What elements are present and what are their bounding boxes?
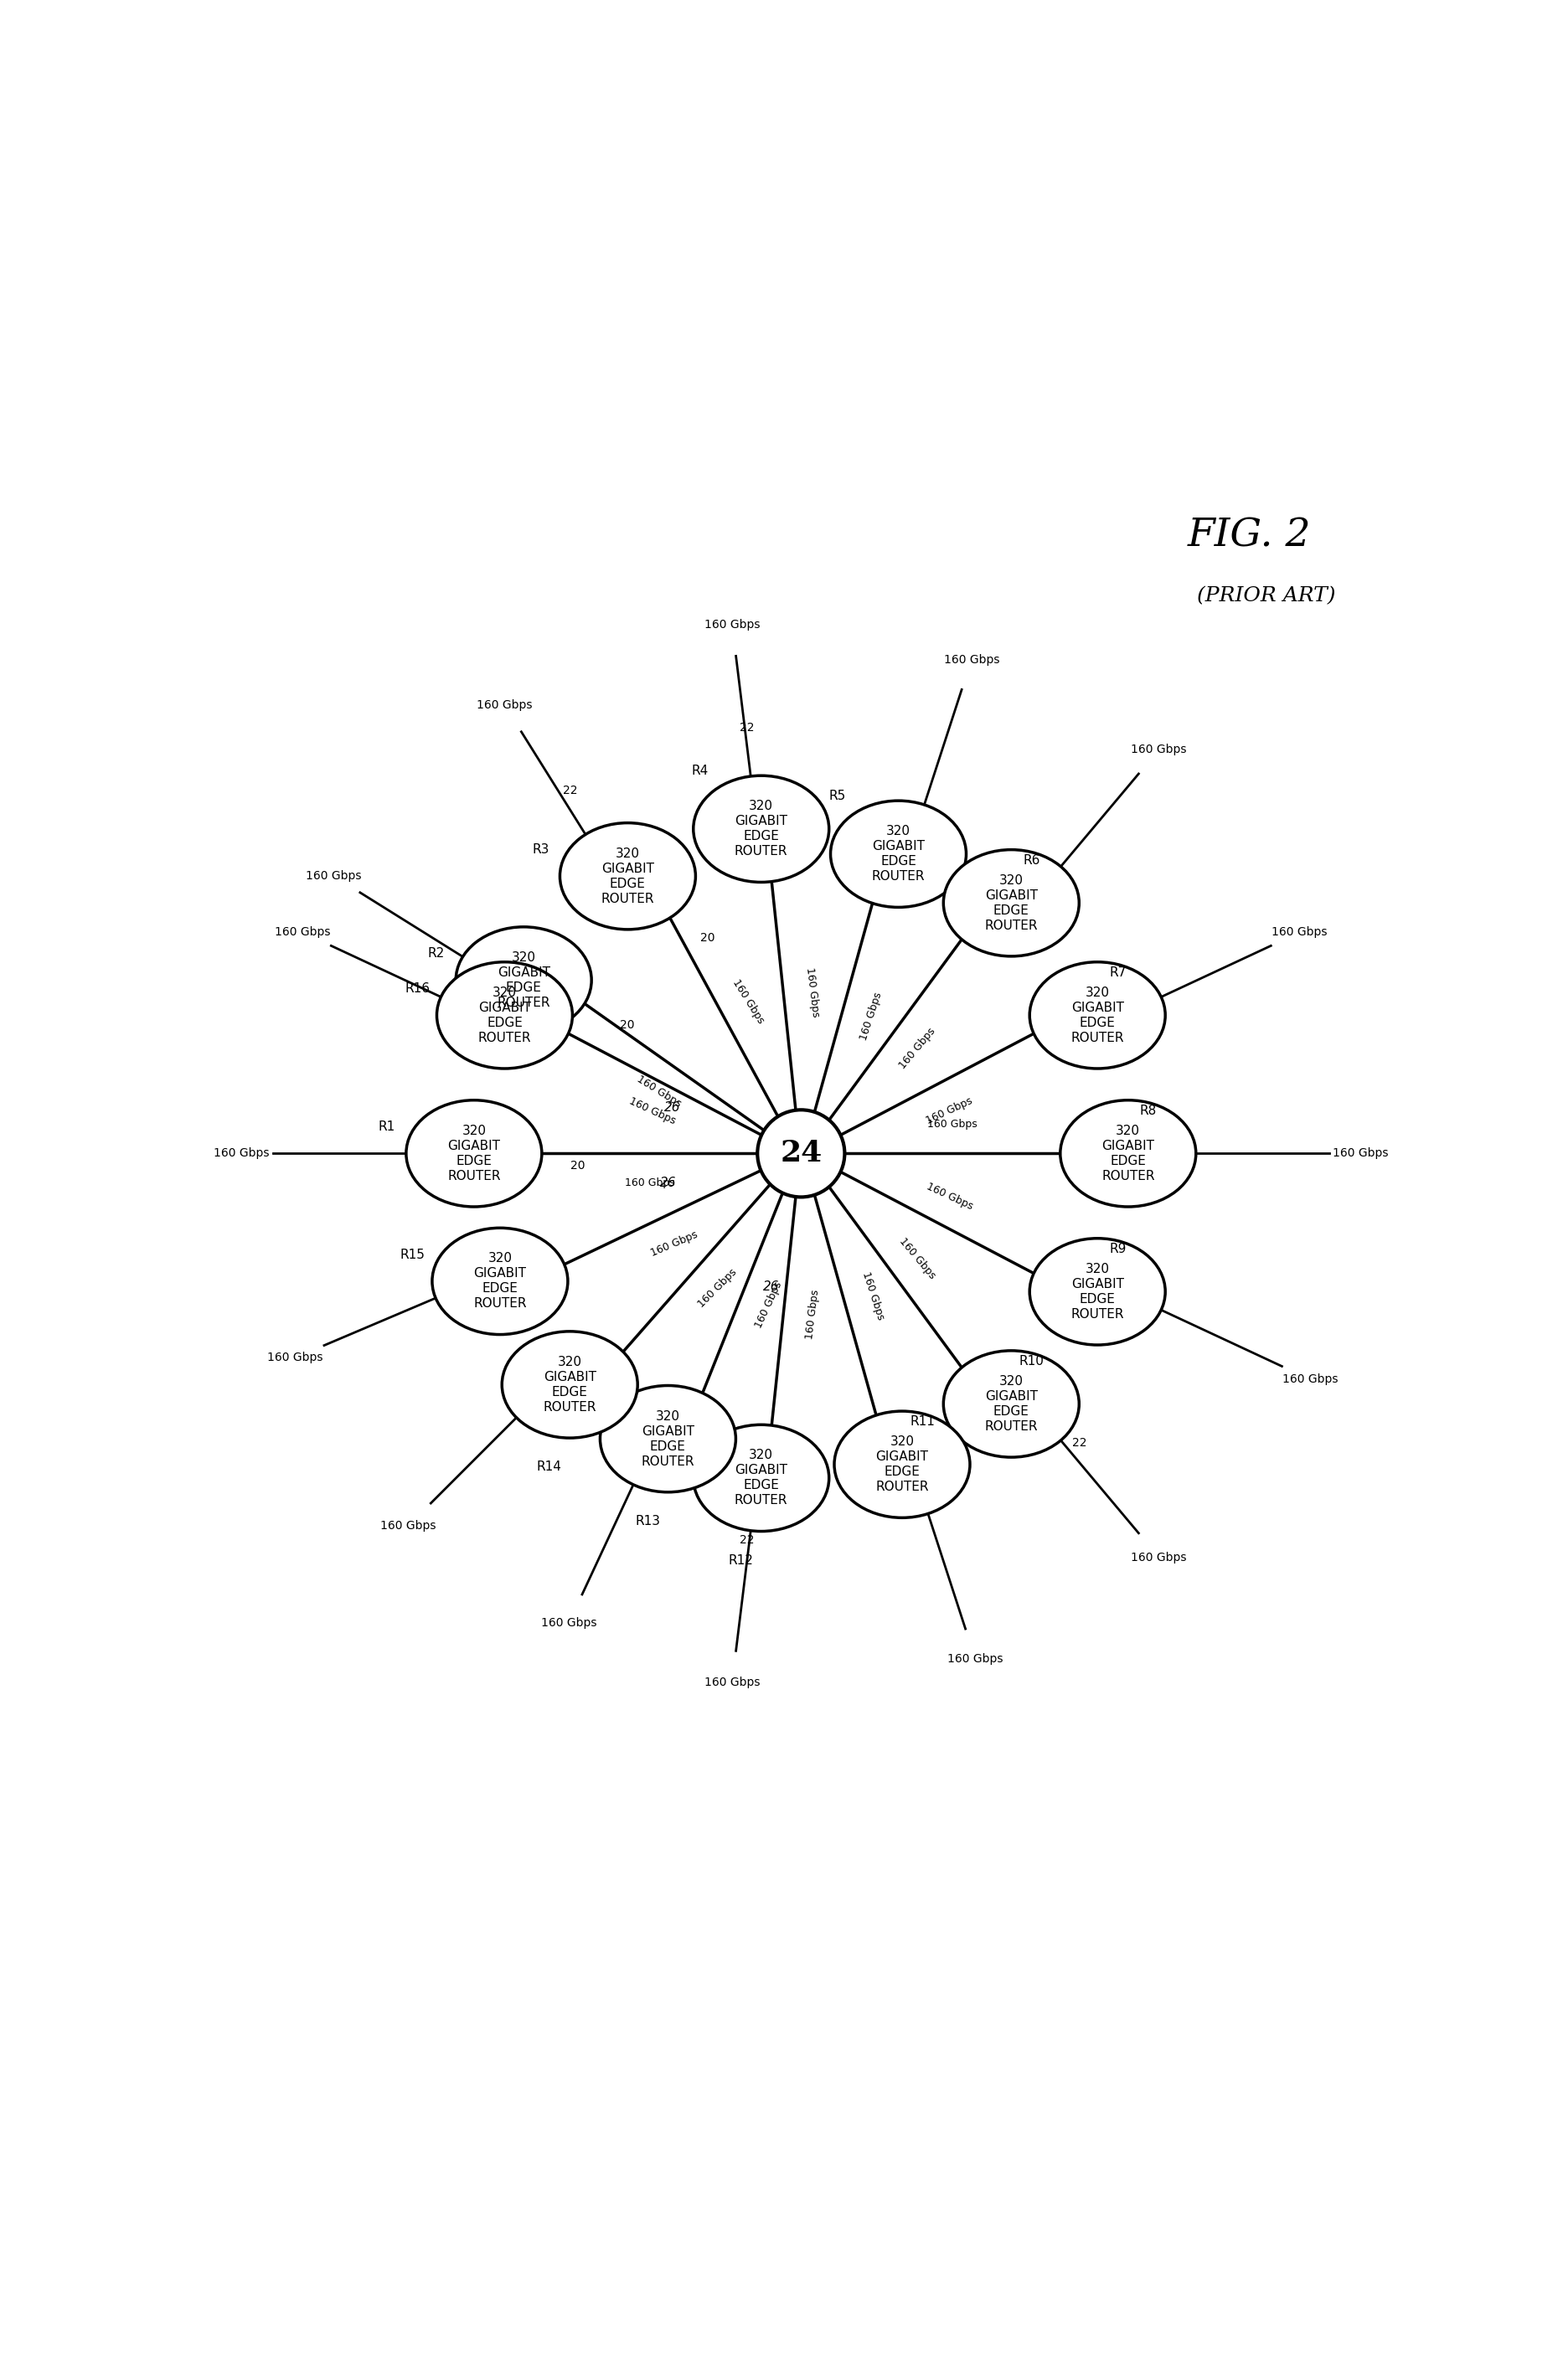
Text: R2: R2 (428, 947, 445, 959)
Text: 160 Gbps: 160 Gbps (1333, 1147, 1388, 1159)
Text: 22: 22 (563, 785, 577, 797)
Text: 320
GIGABIT
EDGE
ROUTER: 320 GIGABIT EDGE ROUTER (1102, 1126, 1155, 1183)
Text: 320
GIGABIT
EDGE
ROUTER: 320 GIGABIT EDGE ROUTER (735, 1449, 788, 1507)
Text: 320
GIGABIT
EDGE
ROUTER: 320 GIGABIT EDGE ROUTER (478, 985, 531, 1045)
Text: R9: R9 (1110, 1242, 1127, 1254)
Ellipse shape (944, 850, 1078, 957)
Text: 320
GIGABIT
EDGE
ROUTER: 320 GIGABIT EDGE ROUTER (1071, 1264, 1124, 1321)
Text: 22: 22 (1072, 1438, 1086, 1449)
Text: 320
GIGABIT
EDGE
ROUTER: 320 GIGABIT EDGE ROUTER (602, 847, 655, 904)
Text: R13: R13 (635, 1516, 660, 1528)
Text: R16: R16 (405, 983, 430, 995)
Text: R14: R14 (538, 1461, 563, 1473)
Text: 160 Gbps: 160 Gbps (753, 1280, 785, 1330)
Ellipse shape (1060, 1100, 1196, 1207)
Text: 22: 22 (739, 721, 755, 733)
Text: 320
GIGABIT
EDGE
ROUTER: 320 GIGABIT EDGE ROUTER (875, 1435, 928, 1492)
Text: R5: R5 (828, 790, 846, 802)
Text: 26: 26 (763, 1280, 780, 1292)
Text: R6: R6 (1024, 854, 1039, 866)
Text: R3: R3 (531, 843, 549, 857)
Text: 20: 20 (621, 1019, 635, 1031)
Text: 320
GIGABIT
EDGE
ROUTER: 320 GIGABIT EDGE ROUTER (474, 1252, 527, 1309)
Text: 320
GIGABIT
EDGE
ROUTER: 320 GIGABIT EDGE ROUTER (985, 1376, 1038, 1433)
Ellipse shape (758, 1109, 844, 1197)
Text: 160 Gbps: 160 Gbps (541, 1616, 597, 1628)
Text: R8: R8 (1139, 1104, 1157, 1116)
Text: 160 Gbps: 160 Gbps (858, 990, 885, 1042)
Text: 160 Gbps: 160 Gbps (947, 1654, 1003, 1664)
Text: 160 Gbps: 160 Gbps (705, 619, 760, 631)
Text: 26: 26 (660, 1176, 675, 1188)
Text: 160 Gbps: 160 Gbps (803, 966, 821, 1019)
Text: 320
GIGABIT
EDGE
ROUTER: 320 GIGABIT EDGE ROUTER (872, 826, 925, 883)
Text: 320
GIGABIT
EDGE
ROUTER: 320 GIGABIT EDGE ROUTER (985, 873, 1038, 933)
Ellipse shape (406, 1100, 542, 1207)
Text: R10: R10 (1019, 1354, 1044, 1368)
Text: 160 Gbps: 160 Gbps (1132, 745, 1186, 754)
Text: 160 Gbps: 160 Gbps (696, 1266, 739, 1309)
Text: 160 Gbps: 160 Gbps (860, 1271, 886, 1321)
Text: (PRIOR ART): (PRIOR ART) (1197, 588, 1335, 607)
Text: 160 Gbps: 160 Gbps (649, 1230, 699, 1259)
Text: 160 Gbps: 160 Gbps (625, 1178, 675, 1188)
Ellipse shape (944, 1352, 1078, 1457)
Text: R15: R15 (400, 1247, 425, 1261)
Ellipse shape (436, 962, 572, 1069)
Text: 160 Gbps: 160 Gbps (381, 1521, 436, 1530)
Text: 160 Gbps: 160 Gbps (1283, 1373, 1338, 1385)
Ellipse shape (600, 1385, 736, 1492)
Ellipse shape (456, 926, 591, 1033)
Text: 320
GIGABIT
EDGE
ROUTER: 320 GIGABIT EDGE ROUTER (497, 952, 550, 1009)
Text: 26: 26 (664, 1102, 681, 1114)
Text: 160 Gbps: 160 Gbps (731, 978, 766, 1026)
Ellipse shape (835, 1411, 971, 1518)
Ellipse shape (1030, 1238, 1166, 1345)
Text: 320
GIGABIT
EDGE
ROUTER: 320 GIGABIT EDGE ROUTER (1071, 985, 1124, 1045)
Text: 160 Gbps: 160 Gbps (927, 1119, 977, 1130)
Text: 160 Gbps: 160 Gbps (924, 1095, 974, 1126)
Text: R12: R12 (728, 1554, 753, 1566)
Ellipse shape (560, 823, 696, 931)
Text: 24: 24 (780, 1140, 822, 1169)
Text: 320
GIGABIT
EDGE
ROUTER: 320 GIGABIT EDGE ROUTER (641, 1409, 694, 1468)
Text: 160 Gbps: 160 Gbps (1132, 1552, 1186, 1564)
Text: 160 Gbps: 160 Gbps (477, 700, 533, 712)
Ellipse shape (502, 1330, 638, 1438)
Ellipse shape (431, 1228, 567, 1335)
Text: 320
GIGABIT
EDGE
ROUTER: 320 GIGABIT EDGE ROUTER (447, 1126, 500, 1183)
Text: 160 Gbps: 160 Gbps (214, 1147, 269, 1159)
Text: R4: R4 (692, 764, 708, 776)
Ellipse shape (1030, 962, 1166, 1069)
Text: 22: 22 (739, 1535, 755, 1547)
Text: 160 Gbps: 160 Gbps (803, 1290, 821, 1340)
Text: 160 Gbps: 160 Gbps (897, 1235, 938, 1280)
Ellipse shape (694, 776, 828, 883)
Text: 320
GIGABIT
EDGE
ROUTER: 320 GIGABIT EDGE ROUTER (544, 1357, 597, 1414)
Text: R7: R7 (1110, 966, 1127, 978)
Text: 160 Gbps: 160 Gbps (897, 1026, 938, 1071)
Text: 20: 20 (570, 1159, 586, 1171)
Text: 160 Gbps: 160 Gbps (267, 1352, 324, 1364)
Text: 160 Gbps: 160 Gbps (635, 1073, 683, 1109)
Text: 320
GIGABIT
EDGE
ROUTER: 320 GIGABIT EDGE ROUTER (735, 800, 788, 857)
Text: 160 Gbps: 160 Gbps (944, 654, 999, 666)
Text: FIG. 2: FIG. 2 (1188, 516, 1311, 555)
Text: 160 Gbps: 160 Gbps (1272, 926, 1327, 938)
Ellipse shape (694, 1426, 828, 1530)
Text: 20: 20 (700, 933, 714, 945)
Text: 160 Gbps: 160 Gbps (305, 871, 361, 881)
Text: 160 Gbps: 160 Gbps (705, 1676, 760, 1687)
Text: 160 Gbps: 160 Gbps (275, 926, 330, 938)
Text: R1: R1 (378, 1121, 395, 1133)
Text: R11: R11 (910, 1416, 935, 1428)
Text: 160 Gbps: 160 Gbps (924, 1180, 974, 1211)
Text: 160 Gbps: 160 Gbps (628, 1095, 678, 1126)
Ellipse shape (830, 800, 966, 907)
